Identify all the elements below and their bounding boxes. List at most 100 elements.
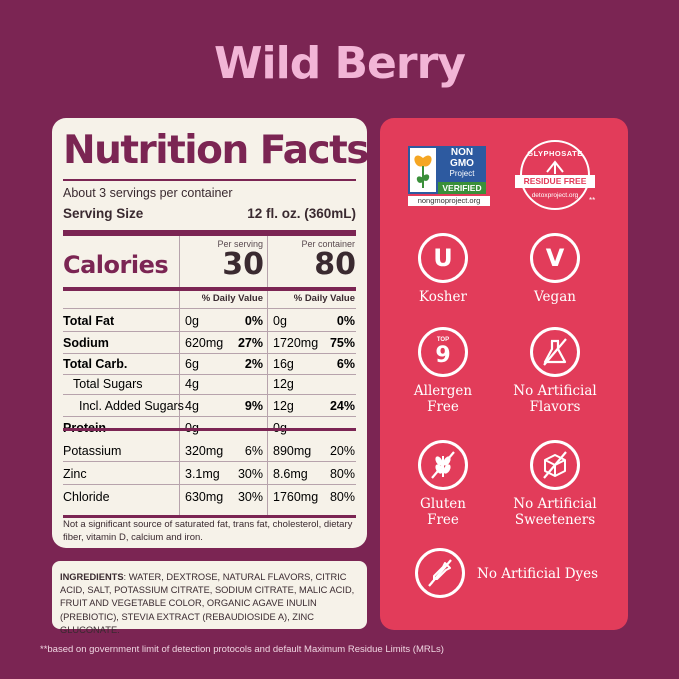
nutrition-facts-heading: Nutrition Facts	[63, 128, 369, 173]
per-serving-label: Per serving	[217, 239, 263, 249]
glyphosate-residue-free-badge: GLYPHOSATE RESIDUE FREE detoxproject.org…	[515, 140, 595, 216]
calories-per-serving: 30	[222, 247, 264, 282]
dv-per-serving: 30%	[237, 467, 263, 481]
allergen-label-2: Free	[427, 399, 459, 415]
nutrient-row: Potassium 320mg 6% 890mg 20%	[63, 440, 356, 462]
ingredients-text: INGREDIENTS: WATER, DEXTROSE, NATURAL FL…	[60, 571, 360, 637]
daily-value-header: % Daily Value	[293, 293, 355, 304]
dv-per-container: 80%	[329, 490, 355, 504]
nutrient-row: Sodium 620mg 27% 1720mg 75%	[63, 332, 356, 354]
nutrient-row: Chloride 630mg 30% 1760mg 80%	[63, 486, 356, 508]
divider	[63, 179, 356, 181]
dv-per-serving: 27%	[237, 336, 263, 350]
row-divider	[63, 416, 356, 417]
nongmo-line3: Project	[449, 169, 475, 178]
dropper-icon	[415, 548, 465, 598]
gluten-label-1: Gluten	[420, 496, 466, 512]
nutrient-name: Sodium	[63, 336, 109, 350]
dv-per-serving: 0%	[244, 314, 263, 328]
row-divider	[63, 374, 356, 375]
nutrition-facts-panel	[52, 118, 367, 548]
vegan-badge: V Vegan	[510, 233, 600, 305]
amount-per-serving: 3.1mg	[185, 467, 220, 481]
ingredients-label: INGREDIENTS	[60, 572, 124, 582]
non-gmo-verified-badge: NON GMO Project VERIFIED nongmoproject.o…	[408, 146, 490, 208]
gluten-free-badge: Gluten Free	[398, 440, 488, 528]
thick-divider	[63, 287, 356, 291]
no-artificial-flavors-badge: No Artificial Flavors	[500, 327, 610, 415]
butterfly-icon	[408, 146, 438, 194]
dv-per-container: 80%	[329, 467, 355, 481]
nutrient-name: Zinc	[63, 467, 87, 481]
nutrient-name: Total Carb.	[63, 357, 128, 371]
nutrient-name: Total Sugars	[73, 377, 143, 391]
amount-per-container: 12g	[273, 377, 294, 391]
serving-size-value: 12 fl. oz. (360mL)	[247, 206, 356, 221]
amount-per-serving: 4g	[185, 399, 199, 413]
row-divider	[63, 331, 356, 332]
leaf-icon	[543, 160, 567, 174]
nutrient-row: Total Carb. 6g 2% 16g 6%	[63, 353, 356, 375]
servings-per-container: About 3 servings per container	[63, 186, 233, 200]
dv-per-serving: 6%	[244, 444, 263, 458]
no-artificial-sweeteners-badge: No Artificial Sweeteners	[500, 440, 610, 528]
glyphosate-footnote-mark: **	[589, 196, 596, 205]
nongmo-line2: GMO	[450, 158, 474, 169]
row-divider	[63, 461, 356, 462]
nutrient-name: Incl. Added Sugars	[79, 399, 184, 413]
thick-divider	[63, 428, 356, 431]
amount-per-container: 12g	[273, 399, 294, 413]
amount-per-container: 1760mg	[273, 490, 319, 504]
amount-per-container: 0g	[273, 314, 287, 328]
nutrient-row: Zinc 3.1mg 30% 8.6mg 80%	[63, 463, 356, 485]
flavors-label-1: No Artificial	[513, 383, 597, 399]
row-divider	[63, 353, 356, 354]
allergen-label-1: Allergen	[413, 383, 473, 399]
amount-per-serving: 0g	[185, 314, 199, 328]
vegan-icon: V	[530, 233, 580, 283]
sweet-label-2: Sweeteners	[514, 512, 596, 528]
dyes-label: No Artificial Dyes	[477, 566, 599, 582]
calories-label: Calories	[63, 251, 169, 279]
amount-per-container: 890mg	[273, 444, 312, 458]
wheat-icon	[418, 440, 468, 490]
nutrient-name: Chloride	[63, 490, 110, 504]
amount-per-serving: 630mg	[185, 490, 224, 504]
amount-per-serving: 6g	[185, 357, 199, 371]
daily-value-header: % Daily Value	[201, 293, 263, 304]
glyphosate-top-text: GLYPHOSATE	[527, 149, 583, 158]
dv-per-container: 0%	[336, 314, 355, 328]
dv-per-container: 75%	[329, 336, 355, 350]
dv-per-container: 20%	[329, 444, 355, 458]
nutrition-note: Not a significant source of saturated fa…	[63, 519, 353, 543]
vegan-label: Vegan	[534, 289, 576, 305]
allergen-free-badge: TOP 9 Allergen Free	[398, 327, 488, 415]
gluten-label-2: Free	[427, 512, 459, 528]
row-divider	[63, 484, 356, 485]
sweet-label-1: No Artificial	[513, 496, 597, 512]
nutrient-name: Total Fat	[63, 314, 115, 328]
nongmo-line1: NON	[450, 147, 474, 158]
per-container-label: Per container	[301, 239, 355, 249]
top-9-allergen-icon: TOP 9	[418, 327, 468, 377]
kosher-icon: U	[418, 233, 468, 283]
amount-per-container: 1720mg	[273, 336, 319, 350]
kosher-label: Kosher	[419, 289, 467, 305]
no-artificial-dyes-badge	[414, 548, 466, 598]
dv-per-serving: 2%	[244, 357, 263, 371]
footnote: **based on government limit of detection…	[40, 644, 444, 655]
nongmo-verified: VERIFIED	[438, 182, 486, 194]
glyphosate-url: detoxproject.org	[531, 192, 579, 199]
column-divider	[267, 236, 268, 516]
thick-divider	[63, 230, 356, 236]
dv-per-container: 6%	[336, 357, 355, 371]
ingredients-list: : WATER, DEXTROSE, NATURAL FLAVORS, CITR…	[60, 572, 355, 635]
dv-per-serving: 30%	[237, 490, 263, 504]
calories-per-container: 80	[314, 247, 356, 282]
dv-per-container: 24%	[329, 399, 355, 413]
divider	[63, 308, 356, 309]
nutrient-name: Potassium	[63, 444, 122, 458]
flavors-label-2: Flavors	[529, 399, 581, 415]
nutrient-row: Total Fat 0g 0% 0g 0%	[63, 310, 356, 332]
amount-per-serving: 4g	[185, 377, 199, 391]
